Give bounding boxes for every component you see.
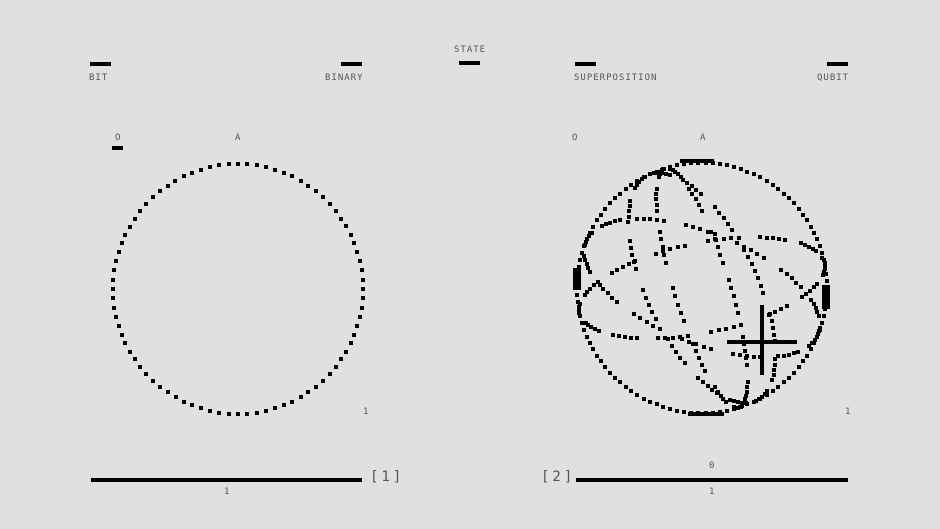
- header-marker-superposition: [575, 62, 596, 66]
- header-marker-binary: [341, 62, 362, 66]
- panel1-index: [1]: [370, 469, 405, 485]
- header-marker-qubit: [827, 62, 848, 66]
- panel2-index: [2]: [541, 469, 576, 485]
- label-state: STATE: [454, 45, 487, 55]
- panel2-axis: [576, 478, 848, 482]
- panel1-label-a: A: [235, 133, 242, 143]
- bit-circle-graphic: [111, 162, 365, 416]
- panel2-label-o: O: [572, 133, 579, 143]
- label-binary: BINARY: [325, 73, 364, 83]
- panel1-label-o: O: [115, 133, 122, 143]
- label-bit: BIT: [89, 73, 109, 83]
- qubit-sphere-graphic: [573, 159, 830, 416]
- panel2-label-a: A: [700, 133, 707, 143]
- panel1-axis-value: 1: [224, 487, 231, 497]
- panel1-right-value: 1: [363, 407, 370, 417]
- panel2-axis-value: 1: [709, 487, 716, 497]
- header-marker-state: [459, 61, 480, 65]
- panel1-axis: [91, 478, 362, 482]
- panel1-marker-o: [112, 146, 123, 150]
- label-superposition: SUPERPOSITION: [574, 73, 658, 83]
- panel2-right-value: 1: [845, 407, 852, 417]
- header-marker-bit: [90, 62, 111, 66]
- panel2-axis-top-value: 0: [709, 461, 716, 471]
- label-qubit: QUBIT: [817, 73, 850, 83]
